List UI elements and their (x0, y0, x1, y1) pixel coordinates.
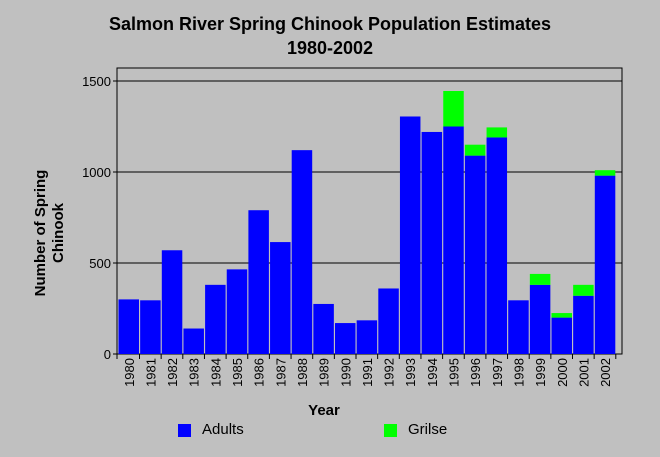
bar-adults-1984 (205, 284, 226, 354)
x-tick-label: 1988 (295, 358, 310, 387)
legend-swatch-grilse (384, 424, 397, 437)
bar-adults-1982 (161, 250, 183, 354)
y-tick-label: 1500 (82, 74, 111, 89)
y-tick-label: 0 (104, 347, 111, 362)
x-tick-label: 1986 (252, 358, 267, 387)
x-tick-label: 1983 (187, 358, 202, 387)
x-tick-label: 1999 (533, 358, 548, 387)
bar-adults-2000 (551, 317, 572, 354)
legend-swatch-adults (178, 424, 191, 437)
y-axis-label-line2: Chinook (50, 202, 67, 263)
x-tick-label: 1996 (468, 358, 483, 387)
bar-adults-1995 (443, 126, 464, 354)
bar-adults-1999 (529, 284, 551, 354)
bar-adults-1989 (313, 303, 334, 354)
x-tick-label: 1981 (143, 358, 158, 387)
chart-title: Salmon River Spring Chinook Population E… (0, 12, 660, 60)
y-tick-label: 1000 (82, 165, 111, 180)
bar-adults-2002 (594, 175, 616, 354)
chart-title-line1: Salmon River Spring Chinook Population E… (108, 14, 552, 34)
x-axis-label: Year (308, 402, 340, 419)
bar-adults-1990 (335, 323, 356, 354)
bar-adults-1980 (118, 299, 139, 354)
bar-adults-1983 (183, 328, 204, 354)
x-tick-label: 2002 (598, 358, 613, 387)
bar-adults-1996 (464, 155, 486, 354)
x-tick-label: 1984 (208, 358, 223, 387)
bar-adults-1992 (378, 288, 399, 354)
bar-adults-1991 (356, 320, 378, 354)
bar-grilse-2002 (594, 170, 616, 176)
bar-adults-1981 (140, 300, 161, 354)
bar-grilse-2000 (551, 313, 572, 318)
bar-grilse-1995 (443, 91, 464, 127)
x-tick-label: 1990 (338, 358, 353, 387)
bar-grilse-2001 (573, 284, 594, 296)
x-tick-label: 1992 (382, 358, 397, 387)
x-tick-label: 1980 (122, 358, 137, 387)
x-tick-label: 1987 (273, 358, 288, 387)
legend-label-adults: Adults (202, 421, 244, 438)
x-tick-label: 1995 (447, 358, 462, 387)
legend-label-grilse: Grilse (408, 421, 448, 438)
x-tick-label: 1991 (360, 358, 375, 387)
x-tick-label: 1989 (317, 358, 332, 387)
bar-adults-1986 (248, 210, 269, 354)
bar-adults-1988 (291, 150, 313, 354)
bar-adults-1997 (486, 137, 508, 354)
x-tick-label: 1985 (230, 358, 245, 387)
y-axis-label-line1: Number of Spring (32, 170, 49, 297)
bar-adults-2001 (573, 295, 594, 354)
bar-adults-1985 (226, 269, 248, 354)
x-tick-label: 2000 (555, 358, 570, 387)
x-tick-label: 2001 (576, 358, 591, 387)
x-tick-label: 1993 (403, 358, 418, 387)
bar-grilse-1996 (464, 144, 486, 156)
y-axis-label: Number of SpringChinook (32, 170, 67, 297)
x-tick-label: 1998 (511, 358, 526, 387)
x-tick-label: 1994 (425, 358, 440, 387)
bar-adults-1993 (399, 116, 421, 355)
bar-adults-1998 (508, 300, 529, 354)
x-tick-label: 1997 (490, 358, 505, 387)
y-tick-label: 500 (89, 256, 111, 271)
bar-grilse-1997 (486, 127, 508, 138)
bar-adults-1994 (421, 131, 443, 354)
chart-subtitle: 1980-2002 (286, 38, 374, 58)
x-tick-label: 1982 (165, 358, 180, 387)
bar-adults-1987 (270, 242, 291, 354)
bar-grilse-1999 (529, 273, 551, 285)
